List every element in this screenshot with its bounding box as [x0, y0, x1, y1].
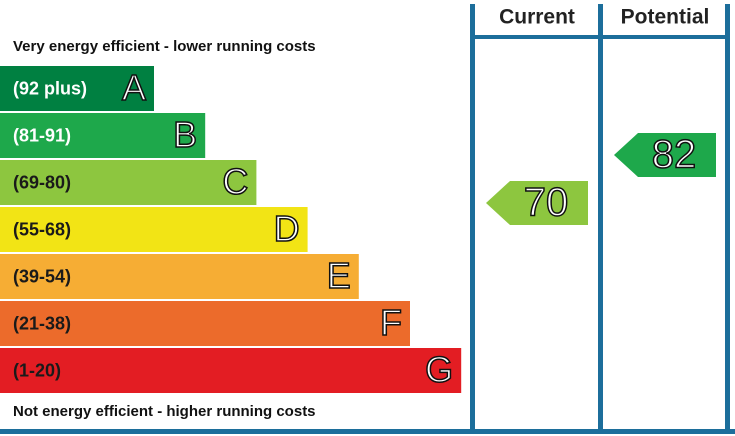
rating-value: 70	[524, 181, 569, 225]
band-letter: G	[425, 349, 453, 390]
band-range: (1-20)	[13, 360, 61, 380]
band-range: (69-80)	[13, 172, 71, 192]
band-range: (81-91)	[13, 125, 71, 145]
top-note: Very energy efficient - lower running co…	[13, 38, 316, 55]
rating-arrow	[486, 181, 588, 225]
divider	[598, 4, 603, 432]
rating-arrow	[614, 133, 716, 177]
band	[0, 254, 359, 299]
bottom-note: Not energy efficient - higher running co…	[13, 403, 316, 420]
band-letter: E	[327, 255, 351, 296]
band	[0, 301, 410, 346]
column-header: Potential	[621, 6, 710, 29]
rating-value: 82	[652, 133, 697, 177]
band	[0, 348, 462, 393]
band	[0, 160, 257, 205]
frame	[0, 4, 735, 434]
band-range: (55-68)	[13, 219, 71, 239]
band-letter: F	[380, 302, 402, 343]
band-letter: B	[173, 114, 197, 155]
band-letter: A	[122, 67, 146, 108]
band-letter: C	[222, 161, 248, 202]
band-range: (92 plus)	[13, 78, 87, 98]
band	[0, 207, 308, 252]
divider	[725, 4, 730, 432]
band	[0, 113, 206, 158]
band-range: (21-38)	[13, 313, 71, 333]
header-rule	[470, 35, 730, 39]
bottom-rule	[0, 429, 735, 434]
band	[0, 66, 154, 111]
divider	[470, 4, 475, 432]
band-letter: D	[274, 208, 300, 249]
band-range: (39-54)	[13, 266, 71, 286]
column-header: Current	[499, 6, 575, 29]
